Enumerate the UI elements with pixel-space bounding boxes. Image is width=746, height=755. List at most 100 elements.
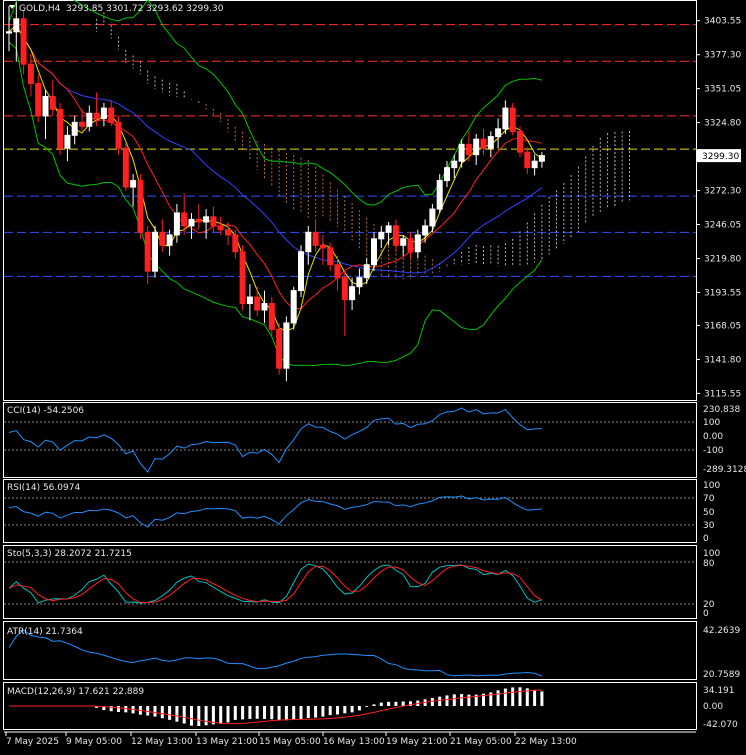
macd-tick-0: 0.00: [703, 702, 723, 712]
candle-body-36: [268, 303, 275, 330]
time-tick-2: 12 May 13:00: [131, 737, 193, 747]
price-tick-11: 3115.55: [704, 389, 741, 399]
macd-bar-54: [401, 701, 405, 706]
candle-body-72: [531, 160, 538, 169]
sto-main-line: [8, 563, 543, 604]
indicator-overlays: [8, 0, 543, 367]
macd-bar-23: [175, 706, 179, 722]
price-tick-0: 3403.55: [704, 17, 741, 27]
candle-body-46: [341, 277, 348, 301]
macd-bar-64: [474, 694, 478, 706]
rsi-tick-70: 70: [703, 494, 715, 504]
macd-tick-min: -42.070: [703, 720, 738, 730]
macd-bar-16: [124, 706, 128, 713]
macd-bar-72: [533, 689, 537, 706]
candle-body-55: [407, 238, 414, 253]
candle-body-47: [349, 286, 356, 301]
atr-panel[interactable]: ATR(14) 21.7364 42.2639 20.7589: [3, 621, 741, 681]
macd-bar-15: [117, 706, 120, 713]
candle-body-24: [181, 212, 188, 227]
rsi-frame: [3, 479, 697, 543]
atr-title: ATR(14) 21.7364: [7, 627, 83, 637]
cci-panel[interactable]: CCI(14) -54.2506 230.838 100 0.00 -100 -…: [3, 402, 746, 478]
atr-line: [8, 629, 543, 677]
macd-bar-58: [430, 698, 434, 706]
candle-body-0: [6, 31, 12, 34]
candle-body-4: [35, 83, 42, 117]
candle-body-25: [188, 218, 195, 227]
candle-body-23: [173, 212, 180, 236]
candle-body-54: [400, 238, 407, 246]
candle-body-9: [71, 121, 78, 136]
macd-bar-53: [394, 701, 398, 706]
sto-tick-0: 0: [703, 609, 709, 619]
rsi-panel[interactable]: RSI(14) 56.0974 100 70 50 30 0: [3, 479, 721, 545]
main-frame: [3, 0, 697, 401]
dropdown-triangle-icon[interactable]: [9, 5, 15, 9]
macd-bar-32: [241, 706, 245, 720]
macd-bar-14: [109, 706, 113, 712]
macd-bar-21: [160, 706, 164, 719]
candle-body-71: [524, 151, 531, 169]
time-tick-6: 19 May 21:00: [386, 737, 448, 747]
price-tick-2: 3351.05: [704, 85, 741, 95]
time-tick-4: 15 May 05:00: [259, 737, 321, 747]
macd-bar-22: [168, 706, 172, 720]
macd-bar-27: [204, 706, 208, 726]
macd-panel[interactable]: MACD(12,26,9) 17.621 22.889 34.191 0.00 …: [3, 682, 739, 731]
candle-body-3: [27, 63, 34, 85]
macd-bar-46: [343, 706, 347, 714]
price-tick-8: 3193.55: [704, 288, 741, 298]
candle-body-34: [254, 296, 261, 311]
candle-body-48: [356, 277, 363, 288]
time-tick-7: 21 May 05:00: [450, 737, 512, 747]
macd-bar-42: [314, 706, 318, 718]
candle-body-31: [232, 234, 239, 253]
tenkan-line: [8, 24, 543, 310]
candle-body-61: [451, 160, 458, 169]
macd-bar-65: [482, 693, 485, 706]
macd-bar-59: [438, 696, 442, 706]
fast-ma-line: [8, 24, 543, 332]
time-tick-8: 22 May 13:00: [515, 737, 577, 747]
candle-body-11: [86, 112, 93, 127]
macd-bar-44: [328, 706, 332, 716]
macd-tick-max: 34.191: [703, 686, 735, 696]
sto-title: Sto(5,3,3) 28.2072 21.7215: [7, 549, 132, 559]
macd-bar-33: [248, 706, 252, 719]
price-tick-7: 3219.80: [704, 254, 741, 264]
current-price-label: 3299.30: [702, 152, 739, 162]
candle-body-67: [495, 128, 502, 138]
candle-body-2: [20, 18, 27, 65]
candle-body-58: [429, 208, 436, 227]
macd-bar-73: [540, 691, 544, 706]
macd-bar-60: [445, 695, 449, 706]
macd-bar-35: [263, 706, 266, 719]
cci-tick-100: 100: [703, 418, 720, 428]
time-axis: 7 May 2025 9 May 05:00 12 May 13:00 13 May …: [4, 731, 696, 747]
macd-bar-45: [336, 706, 339, 715]
sto-signal-line: [8, 564, 543, 603]
macd-bar-48: [357, 706, 361, 711]
stochastic-panel[interactable]: Sto(5,3,3) 28.2072 21.7215 100 80 20 0: [3, 545, 721, 620]
macd-bar-37: [277, 706, 281, 721]
candle-body-40: [298, 251, 304, 292]
macd-bar-55: [409, 701, 412, 706]
candle-body-33: [246, 296, 253, 305]
macd-bar-29: [219, 706, 223, 724]
price-tick-1: 3377.30: [704, 51, 741, 61]
macd-bar-28: [211, 706, 215, 725]
atr-frame: [3, 621, 697, 680]
bollinger-upper-line: [8, 0, 543, 206]
macd-bar-34: [255, 706, 259, 719]
main-panel[interactable]: GOLD,H4 3293.85 3301.72 3293.62 3299.30 …: [3, 0, 742, 401]
rsi-tick-100: 100: [703, 481, 720, 491]
macd-bar-43: [321, 706, 325, 717]
macd-bar-63: [467, 694, 471, 706]
candles[interactable]: [6, 2, 545, 382]
macd-bar-69: [511, 687, 515, 706]
time-tick-1: 9 May 05:00: [66, 737, 122, 747]
candle-body-57: [422, 225, 429, 236]
